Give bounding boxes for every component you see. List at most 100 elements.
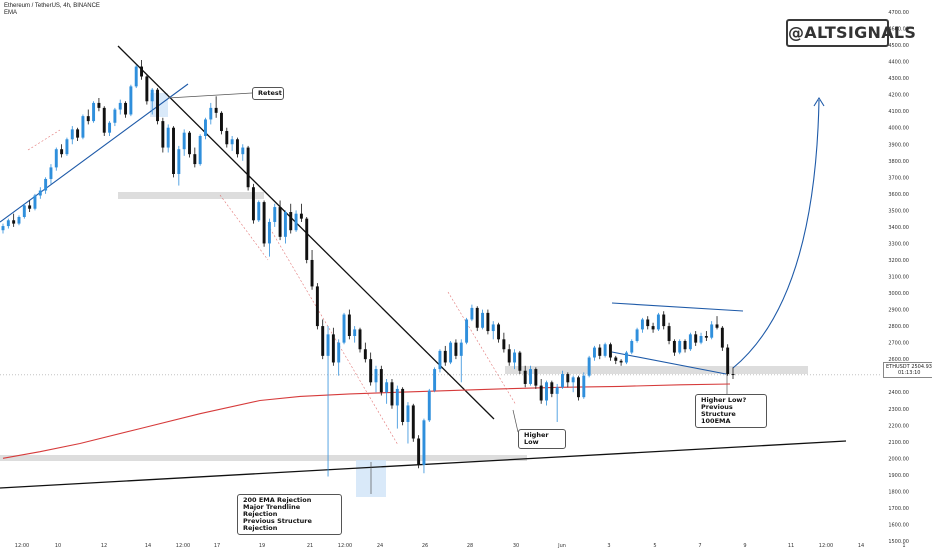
candle xyxy=(92,101,96,123)
channel-line xyxy=(611,351,727,375)
candle xyxy=(539,378,543,404)
candle-body xyxy=(422,420,426,465)
candle-body xyxy=(534,369,538,386)
candle xyxy=(731,367,735,379)
candle xyxy=(38,187,42,199)
candle xyxy=(209,102,213,125)
y-tick-label: 2100.00 xyxy=(888,440,909,446)
candle-body xyxy=(108,122,112,133)
candle xyxy=(651,322,655,333)
x-tick-label: 10 xyxy=(55,543,61,549)
candle-body xyxy=(587,357,591,376)
x-tick-label: 14 xyxy=(145,543,151,549)
candle xyxy=(598,344,602,360)
y-tick-label: 3000.00 xyxy=(888,291,909,297)
candle-body xyxy=(640,319,644,330)
x-tick-label: Jun xyxy=(557,543,566,549)
candle xyxy=(545,380,548,406)
annotation-leader xyxy=(512,409,519,433)
candle xyxy=(571,375,575,393)
candle-body xyxy=(156,89,159,122)
candle-body xyxy=(406,405,410,422)
candle-body xyxy=(491,324,495,332)
candle xyxy=(656,312,660,332)
y-tick-label: 2400.00 xyxy=(888,390,909,396)
candle xyxy=(465,317,469,345)
y-tick-label: 3100.00 xyxy=(888,275,909,281)
candle xyxy=(369,352,373,386)
candle xyxy=(283,210,287,244)
candle xyxy=(140,59,144,80)
y-tick-label: 4300.00 xyxy=(888,76,909,82)
ema-line xyxy=(2,383,731,459)
support-zone xyxy=(118,192,264,199)
x-tick-label: 28 xyxy=(467,543,473,549)
candle-body xyxy=(161,121,165,148)
candle-body xyxy=(390,382,394,406)
candle xyxy=(459,339,463,383)
candle xyxy=(502,332,506,353)
candle xyxy=(385,378,389,404)
candle-body xyxy=(481,312,485,328)
candle xyxy=(694,331,698,346)
candle-body xyxy=(731,374,735,376)
candle-body xyxy=(225,131,229,145)
candle xyxy=(294,210,298,232)
candle xyxy=(518,350,522,375)
candle-body xyxy=(246,147,250,188)
candle xyxy=(6,218,10,229)
candle xyxy=(672,339,676,356)
candle-body xyxy=(54,149,58,168)
candle xyxy=(315,283,319,330)
candle xyxy=(193,147,197,168)
candle xyxy=(230,135,234,151)
candle-body xyxy=(619,360,623,363)
candle xyxy=(1,223,5,234)
y-tick-label: 3700.00 xyxy=(888,175,909,181)
x-tick-label: 12:00 xyxy=(338,543,352,549)
candle-body xyxy=(118,102,122,110)
candle-body xyxy=(710,324,714,338)
candle xyxy=(156,88,159,125)
y-tick-label: 1800.00 xyxy=(888,489,909,495)
channel-line xyxy=(611,302,744,312)
candle-body xyxy=(433,369,437,391)
candle-body xyxy=(502,339,506,350)
x-tick-label: 30 xyxy=(513,543,519,549)
price-tag-symbol: ETHUSDT xyxy=(886,364,910,370)
candle-body xyxy=(523,370,527,384)
candle xyxy=(417,435,421,469)
candle xyxy=(640,317,644,333)
candle xyxy=(395,385,399,429)
indicator-label: EMA xyxy=(4,10,18,16)
candle xyxy=(603,342,607,358)
candle xyxy=(566,372,570,388)
candle xyxy=(507,344,511,366)
candle-body xyxy=(566,374,570,383)
candle-body xyxy=(592,347,596,358)
candle xyxy=(70,126,74,145)
candle xyxy=(12,213,16,227)
candle-body xyxy=(124,102,128,115)
candle-body xyxy=(235,139,239,155)
candle xyxy=(134,64,138,89)
candle xyxy=(54,147,58,171)
candle-body xyxy=(688,334,692,350)
candle-body xyxy=(379,369,383,393)
y-tick-label: 1600.00 xyxy=(888,522,909,528)
dotted-channel-line xyxy=(267,224,399,446)
candle-body xyxy=(188,132,191,155)
candle xyxy=(278,200,282,241)
candle xyxy=(353,326,357,343)
candle-body xyxy=(150,89,154,102)
projection-arrowhead xyxy=(813,96,825,107)
y-tick-label: 4200.00 xyxy=(888,93,909,99)
candle-body xyxy=(310,259,314,287)
candle-body xyxy=(38,190,42,196)
candle-body xyxy=(326,334,330,356)
candle xyxy=(97,97,101,112)
candle-body xyxy=(624,352,628,363)
y-tick-label: 4700.00 xyxy=(888,10,909,16)
y-tick-label: 3800.00 xyxy=(888,159,909,165)
